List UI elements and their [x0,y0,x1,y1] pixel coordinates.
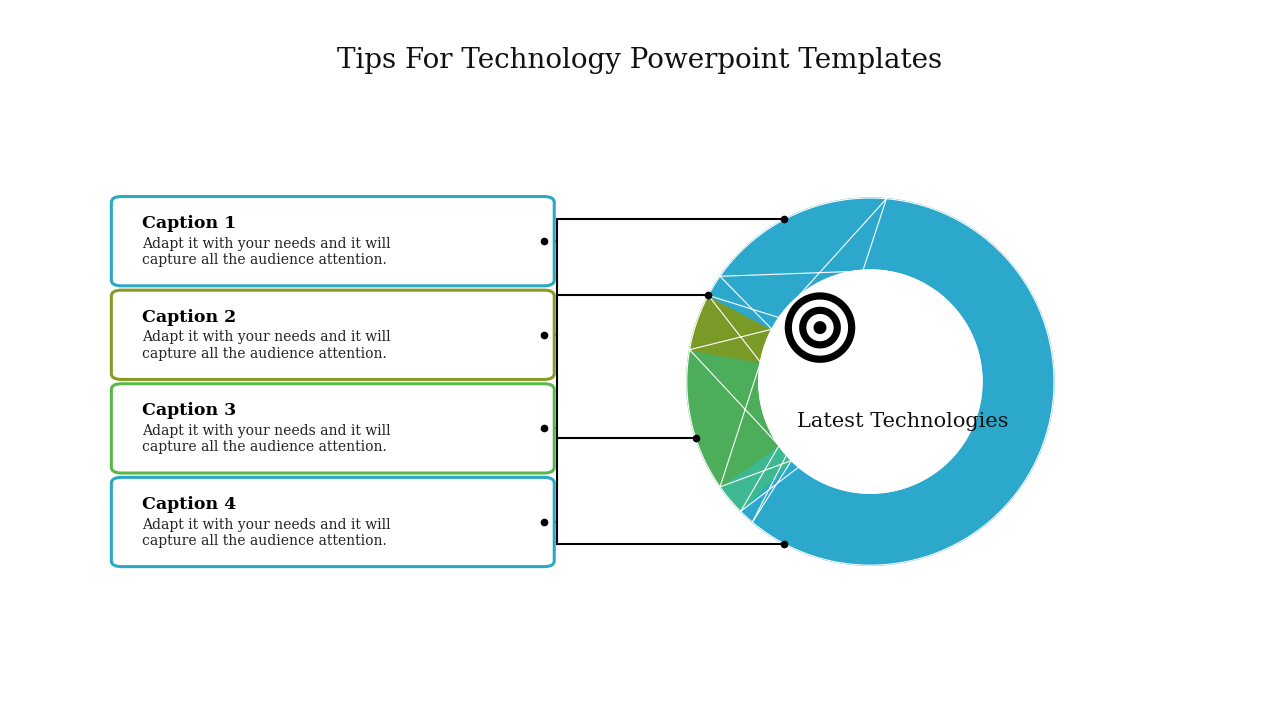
Text: Adapt it with your needs and it will
capture all the audience attention.: Adapt it with your needs and it will cap… [142,330,390,361]
Text: Adapt it with your needs and it will
capture all the audience attention.: Adapt it with your needs and it will cap… [142,237,390,267]
Polygon shape [792,300,847,355]
Text: Latest Technologies: Latest Technologies [796,412,1009,431]
Text: Tips For Technology Powerpoint Templates: Tips For Technology Powerpoint Templates [338,47,942,73]
Polygon shape [690,295,772,362]
Text: Adapt it with your needs and it will
capture all the audience attention.: Adapt it with your needs and it will cap… [142,518,390,548]
Polygon shape [814,322,826,333]
Polygon shape [741,461,799,522]
FancyBboxPatch shape [111,197,554,286]
Text: Adapt it with your needs and it will
capture all the audience attention.: Adapt it with your needs and it will cap… [142,424,390,454]
Text: Caption 3: Caption 3 [142,402,237,420]
Polygon shape [808,315,833,341]
Polygon shape [708,276,780,329]
Text: Caption 2: Caption 2 [142,309,237,326]
Polygon shape [687,350,780,487]
Polygon shape [721,198,887,318]
Text: Caption 1: Caption 1 [142,215,237,233]
FancyBboxPatch shape [111,477,554,567]
Polygon shape [753,199,1053,565]
FancyBboxPatch shape [111,384,554,473]
Polygon shape [759,270,982,493]
FancyBboxPatch shape [111,290,554,379]
Text: Caption 4: Caption 4 [142,496,237,513]
Polygon shape [721,446,791,511]
Polygon shape [786,293,855,362]
Polygon shape [800,307,840,348]
